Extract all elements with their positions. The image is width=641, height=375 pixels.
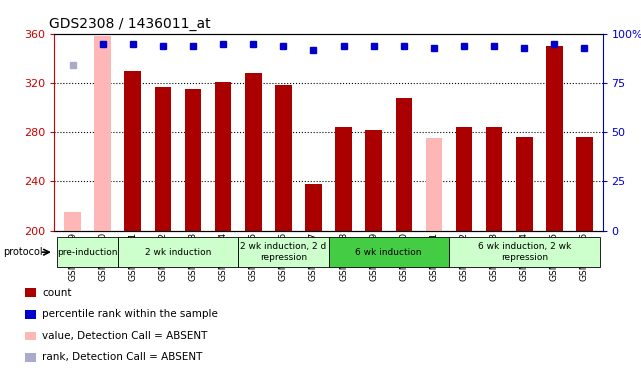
Text: protocol: protocol	[3, 247, 43, 257]
Text: GDS2308 / 1436011_at: GDS2308 / 1436011_at	[49, 17, 211, 32]
Text: count: count	[42, 288, 72, 298]
Bar	[154, 87, 171, 231]
Bar	[516, 137, 533, 231]
Text: rank, Detection Call = ABSENT: rank, Detection Call = ABSENT	[42, 352, 203, 363]
Bar	[449, 237, 599, 267]
Bar	[215, 82, 231, 231]
Bar	[245, 73, 262, 231]
Bar	[335, 127, 352, 231]
Bar	[456, 127, 472, 231]
Bar	[395, 98, 412, 231]
Bar	[365, 130, 382, 231]
Bar	[486, 127, 503, 231]
Bar	[118, 237, 238, 267]
Bar	[64, 212, 81, 231]
Text: percentile rank within the sample: percentile rank within the sample	[42, 309, 218, 320]
Text: 6 wk induction, 2 wk
repression: 6 wk induction, 2 wk repression	[478, 243, 571, 262]
Bar	[426, 138, 442, 231]
Text: 6 wk induction: 6 wk induction	[356, 248, 422, 256]
Bar	[275, 86, 292, 231]
Bar	[305, 184, 322, 231]
Bar	[25, 310, 36, 319]
Bar	[546, 46, 563, 231]
Text: value, Detection Call = ABSENT: value, Detection Call = ABSENT	[42, 331, 208, 341]
Bar	[185, 89, 201, 231]
Text: 2 wk induction, 2 d
repression: 2 wk induction, 2 d repression	[240, 243, 326, 262]
Text: pre-induction: pre-induction	[57, 248, 118, 256]
Bar	[576, 137, 593, 231]
Bar	[58, 237, 118, 267]
Bar	[25, 353, 36, 362]
Bar	[328, 237, 449, 267]
Bar	[25, 332, 36, 340]
Bar	[25, 288, 36, 297]
Bar	[94, 36, 111, 231]
Bar	[124, 70, 141, 231]
Text: 2 wk induction: 2 wk induction	[145, 248, 211, 256]
Bar	[238, 237, 328, 267]
